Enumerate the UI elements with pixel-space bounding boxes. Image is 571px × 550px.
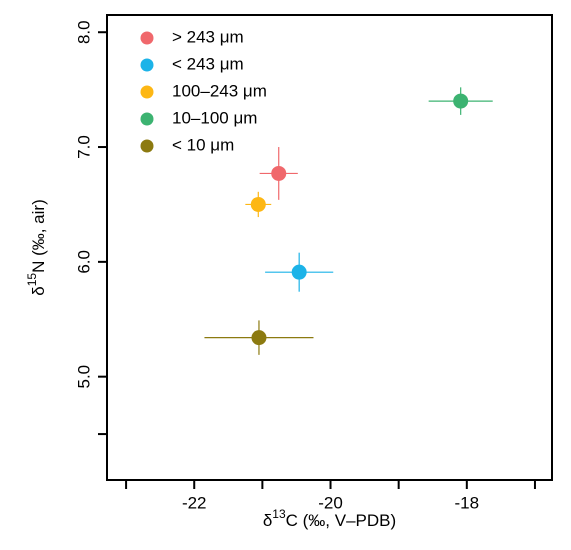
point <box>250 196 266 212</box>
y-tick-label: 6.0 <box>74 250 93 274</box>
legend-marker <box>140 31 154 45</box>
label-prefix: δ <box>29 286 48 295</box>
legend-label: 10–100 μm <box>172 108 257 127</box>
label-rest: N (‰, air) <box>29 199 48 273</box>
label-sup: 13 <box>272 507 286 521</box>
legend-label: > 243 μm <box>172 27 244 46</box>
ylabel-axis-label: δ15N (‰, air) <box>25 199 48 296</box>
plot-frame <box>106 14 553 481</box>
y-tick-label: 7.0 <box>74 135 93 159</box>
legend-marker <box>140 112 154 126</box>
legend-marker <box>140 139 154 153</box>
x-tick-label: -20 <box>318 493 343 512</box>
label-prefix: δ <box>263 511 272 530</box>
point <box>453 93 469 109</box>
x-tick-label: -22 <box>182 493 207 512</box>
label-sup: 15 <box>25 273 39 287</box>
y-tick-label: 8.0 <box>74 20 93 44</box>
x-tick-label: -18 <box>455 493 480 512</box>
label-rest: C (‰, V–PDB) <box>286 511 397 530</box>
y-tick-label: 5.0 <box>74 365 93 389</box>
legend-marker <box>140 85 154 99</box>
legend-marker <box>140 58 154 72</box>
xlabel-axis-label: δ13C (‰, V–PDB) <box>263 507 396 530</box>
point <box>251 330 267 346</box>
legend-label: < 243 μm <box>172 54 244 73</box>
legend-label: 100–243 μm <box>172 81 267 100</box>
legend-label: < 10 μm <box>172 135 234 154</box>
point <box>271 165 287 181</box>
point <box>291 264 307 280</box>
